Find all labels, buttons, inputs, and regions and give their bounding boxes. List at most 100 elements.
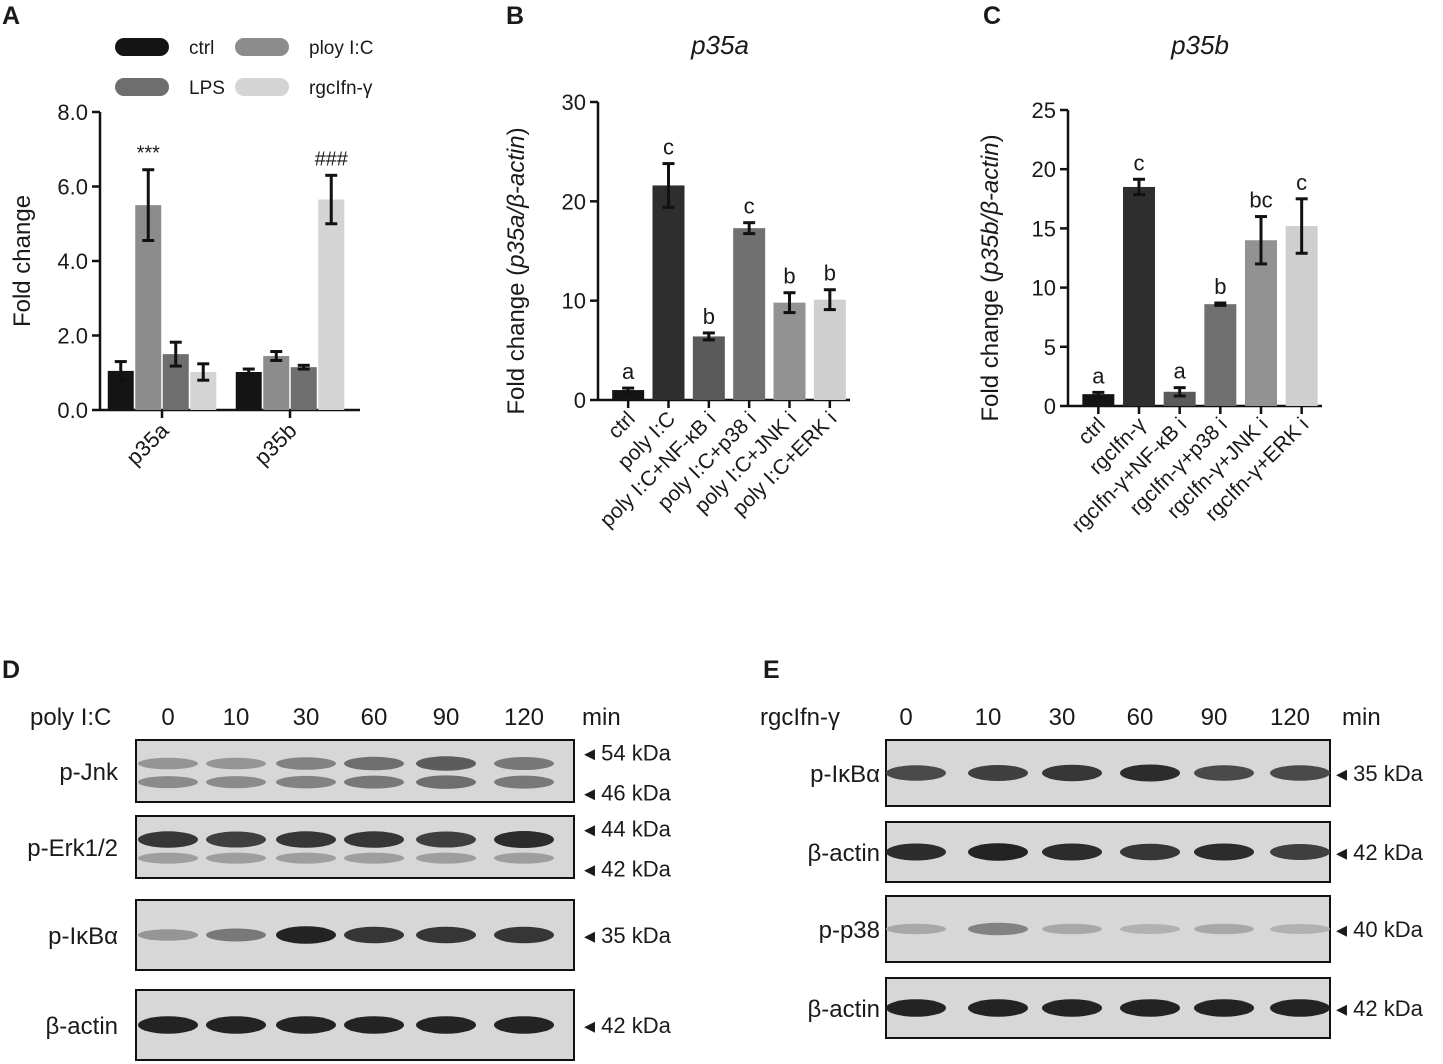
band [968, 922, 1028, 936]
blot-panel-e: rgcIfn-γ 0 10 30 60 90 120 min p-IκBα ◂ 35 kDa β-a… [760, 704, 1424, 1039]
band [1270, 844, 1330, 860]
panel-letter-c: C [983, 2, 1001, 30]
legend-label: ploy I:C [309, 38, 373, 59]
band [886, 923, 946, 935]
band [138, 831, 198, 848]
legend-swatch [115, 38, 169, 56]
legend-item: LPS [115, 78, 225, 99]
band [1120, 924, 1180, 934]
bar [1123, 186, 1155, 406]
error-bar [297, 363, 310, 371]
band [968, 843, 1028, 861]
time-point-label: 60 [1127, 704, 1154, 731]
y-tick-label: 2.0 [57, 324, 88, 349]
error-bar [1133, 177, 1145, 197]
band [1120, 764, 1180, 782]
band [1194, 843, 1254, 861]
y-tick-label: 25 [1032, 98, 1056, 123]
bar [318, 199, 345, 410]
legend-label: ctrl [189, 38, 214, 59]
y-axis-label: Fold change (p35b/β-actin) [977, 134, 1004, 421]
bar [733, 228, 766, 400]
significance-letter: b [703, 304, 715, 329]
band [1042, 843, 1102, 861]
significance-letter: c [1296, 170, 1307, 195]
band [1120, 999, 1180, 1017]
marker-label: ◂ 35 kDa [1336, 761, 1424, 786]
bar [1082, 394, 1115, 406]
panel-letter-b: B [506, 2, 524, 30]
y-tick-label: 5 [1044, 335, 1056, 360]
band [138, 929, 198, 941]
legend-swatch [235, 78, 289, 96]
band [1194, 999, 1254, 1017]
bar [290, 367, 317, 410]
blot-membrane [885, 821, 1331, 883]
y-axis-label: Fold change (p35a/β-actin) [503, 127, 530, 414]
panel-letter-e: E [763, 656, 780, 684]
legend-item: rgcIfn-γ [235, 78, 373, 99]
treatment-label: rgcIfn-γ [760, 704, 840, 731]
error-bar [1255, 215, 1267, 266]
y-tick-label: 30 [562, 90, 586, 115]
blot-membrane [135, 815, 575, 879]
blot-membrane [885, 739, 1331, 807]
bar [1204, 304, 1237, 406]
significance-letter: b [1214, 274, 1226, 299]
blot-membrane [885, 895, 1331, 963]
band [1042, 999, 1102, 1017]
blot-row: p-Jnk ◂ 54 kDa ◂ 46 kDa [59, 739, 672, 806]
significance-letter: a [622, 359, 635, 384]
bar [652, 185, 685, 400]
marker-label: ◂ 35 kDa [584, 923, 672, 948]
bar [773, 302, 806, 400]
marker-label: ◂ 42 kDa [584, 857, 672, 882]
band [416, 1016, 476, 1034]
error-bar [662, 162, 675, 209]
marker-label: ◂ 40 kDa [1336, 917, 1424, 942]
y-tick-label: 0 [574, 388, 586, 413]
protein-label: β-actin [808, 840, 881, 867]
time-unit-label: min [582, 704, 621, 731]
marker-label: ◂ 46 kDa [584, 781, 672, 806]
time-point-label: 90 [1201, 704, 1228, 731]
error-bar [197, 362, 210, 382]
protein-label: p-IκBα [810, 761, 880, 788]
band [1120, 843, 1180, 861]
bar [692, 336, 725, 400]
error-bar [242, 367, 255, 377]
band [206, 852, 266, 864]
significance-letter: c [663, 135, 674, 160]
band [206, 757, 266, 770]
marker-label: ◂ 44 kDa [584, 816, 672, 841]
y-tick-label: 4.0 [57, 249, 88, 274]
legend-label: rgcIfn-γ [309, 78, 373, 99]
band [1194, 765, 1254, 781]
error-bar [622, 386, 635, 394]
band [276, 852, 336, 864]
chart-c: p35b 0 5 10 15 20 25 Fold change (p35b/β-actin)… [977, 30, 1322, 537]
error-bar [1214, 301, 1227, 307]
band [276, 831, 336, 848]
blot-row: p-Erk1/2 ◂ 44 kDa ◂ 42 kDa [27, 815, 672, 882]
band [1042, 923, 1102, 935]
band [1270, 765, 1330, 781]
significance-letter: bc [1249, 188, 1272, 213]
time-point-label: 30 [1049, 704, 1076, 731]
legend-swatch [235, 38, 289, 56]
time-point-label: 0 [161, 704, 174, 731]
y-tick-label: 10 [562, 289, 586, 314]
y-tick-label: 0 [1044, 394, 1056, 419]
marker-label: ◂ 42 kDa [584, 1013, 672, 1038]
chart-title: p35b [1170, 30, 1229, 60]
legend-item: ploy I:C [235, 38, 373, 59]
band [138, 1016, 198, 1034]
band [344, 1016, 404, 1034]
time-point-label: 90 [433, 704, 460, 731]
blot-row: β-actin ◂ 42 kDa [46, 989, 672, 1061]
band [138, 776, 198, 789]
y-tick-label: 20 [562, 189, 586, 214]
band [1270, 999, 1330, 1017]
